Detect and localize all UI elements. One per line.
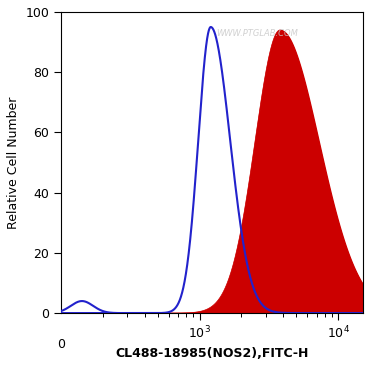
Y-axis label: Relative Cell Number: Relative Cell Number [7,96,20,229]
Text: 0: 0 [57,338,65,351]
X-axis label: CL488-18985(NOS2),FITC-H: CL488-18985(NOS2),FITC-H [115,347,309,360]
Text: WWW.PTGLAB.COM: WWW.PTGLAB.COM [216,29,298,37]
